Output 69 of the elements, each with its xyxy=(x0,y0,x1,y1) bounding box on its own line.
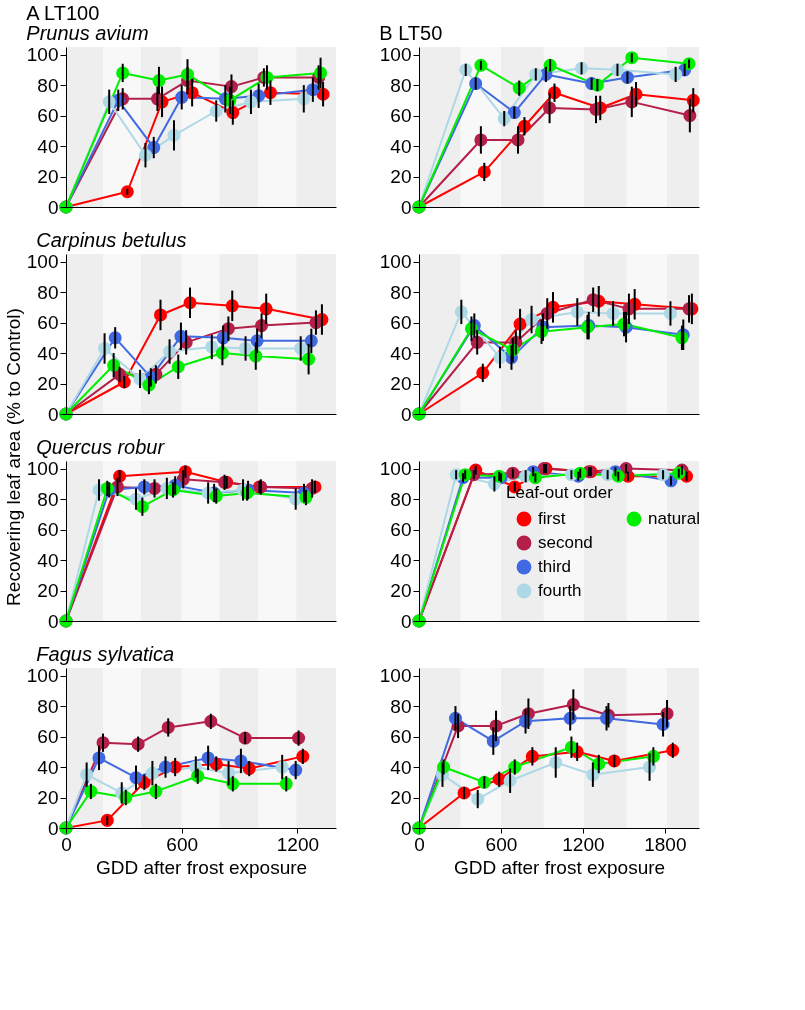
legend-label: first xyxy=(538,509,566,528)
y-tick-label: 80 xyxy=(37,281,59,303)
y-tick-label: 20 xyxy=(390,373,412,395)
y-tick-label: 40 xyxy=(37,756,59,778)
y-tick-label: 20 xyxy=(37,166,59,188)
y-tick-label: 20 xyxy=(390,166,412,188)
y-tick-label: 20 xyxy=(390,787,412,809)
y-tick-label: 60 xyxy=(37,519,59,541)
y-tick-label: 40 xyxy=(390,135,412,157)
y-axis-title: Recovering leaf area (% to Control) xyxy=(3,308,24,606)
y-tick-label: 0 xyxy=(400,817,412,839)
chart-subtitle: Prunus avium xyxy=(26,22,149,45)
x-axis-title: GDD after frost exposure xyxy=(453,856,666,878)
y-tick-label: 40 xyxy=(37,549,59,571)
x-tick-label: 600 xyxy=(485,833,518,855)
y-tick-label: 40 xyxy=(390,549,412,571)
y-tick-label: 0 xyxy=(47,403,59,425)
y-tick-label: 80 xyxy=(390,695,412,717)
y-tick-label: 40 xyxy=(390,342,412,364)
y-tick-label: 60 xyxy=(390,105,412,127)
legend-label: third xyxy=(538,557,572,576)
chart-subtitle: Fagus sylvatica xyxy=(36,643,175,666)
legend-label: natural xyxy=(648,509,700,528)
y-tick-label: 40 xyxy=(37,135,59,157)
y-tick-label: 0 xyxy=(400,403,412,425)
y-tick-label: 20 xyxy=(37,373,59,395)
y-tick-label: 0 xyxy=(400,196,412,218)
y-tick-label: 100 xyxy=(26,665,59,687)
legend-title: Leaf-out order xyxy=(506,483,614,502)
y-tick-label: 60 xyxy=(390,726,412,748)
legend-label: second xyxy=(538,533,593,552)
chart-title: B LT50 xyxy=(379,22,443,45)
y-tick-label: 60 xyxy=(37,726,59,748)
legend-label: fourth xyxy=(538,581,582,600)
x-tick-label: 1200 xyxy=(562,833,605,855)
chart-title: A LT100 xyxy=(26,2,100,25)
y-tick-label: 60 xyxy=(37,312,59,334)
y-tick-label: 60 xyxy=(37,105,59,127)
y-tick-label: 100 xyxy=(379,44,412,66)
y-tick-label: 60 xyxy=(390,312,412,334)
y-tick-label: 0 xyxy=(47,196,59,218)
y-tick-label: 0 xyxy=(400,610,412,632)
y-tick-label: 40 xyxy=(37,342,59,364)
y-tick-label: 0 xyxy=(47,817,59,839)
x-tick-label: 600 xyxy=(166,833,199,855)
y-tick-label: 100 xyxy=(379,458,412,480)
y-tick-label: 80 xyxy=(390,488,412,510)
y-tick-label: 20 xyxy=(37,580,59,602)
y-tick-label: 40 xyxy=(390,756,412,778)
point xyxy=(120,185,134,199)
x-axis-title: GDD after frost exposure xyxy=(95,856,308,878)
y-tick-label: 60 xyxy=(390,519,412,541)
y-tick-label: 80 xyxy=(37,695,59,717)
y-tick-label: 80 xyxy=(37,488,59,510)
y-tick-label: 100 xyxy=(26,251,59,273)
y-tick-label: 100 xyxy=(26,458,59,480)
y-tick-label: 0 xyxy=(47,610,59,632)
y-tick-label: 20 xyxy=(390,580,412,602)
y-tick-label: 100 xyxy=(379,665,412,687)
y-tick-label: 20 xyxy=(37,787,59,809)
y-tick-label: 100 xyxy=(379,251,412,273)
chart-subtitle: Quercus robur xyxy=(36,436,166,459)
y-tick-label: 80 xyxy=(390,281,412,303)
y-tick-label: 80 xyxy=(390,74,412,96)
x-tick-label: 1800 xyxy=(644,833,687,855)
y-tick-label: 100 xyxy=(26,44,59,66)
chart-subtitle: Carpinus betulus xyxy=(36,229,187,252)
y-tick-label: 80 xyxy=(37,74,59,96)
x-tick-label: 1200 xyxy=(276,833,320,855)
